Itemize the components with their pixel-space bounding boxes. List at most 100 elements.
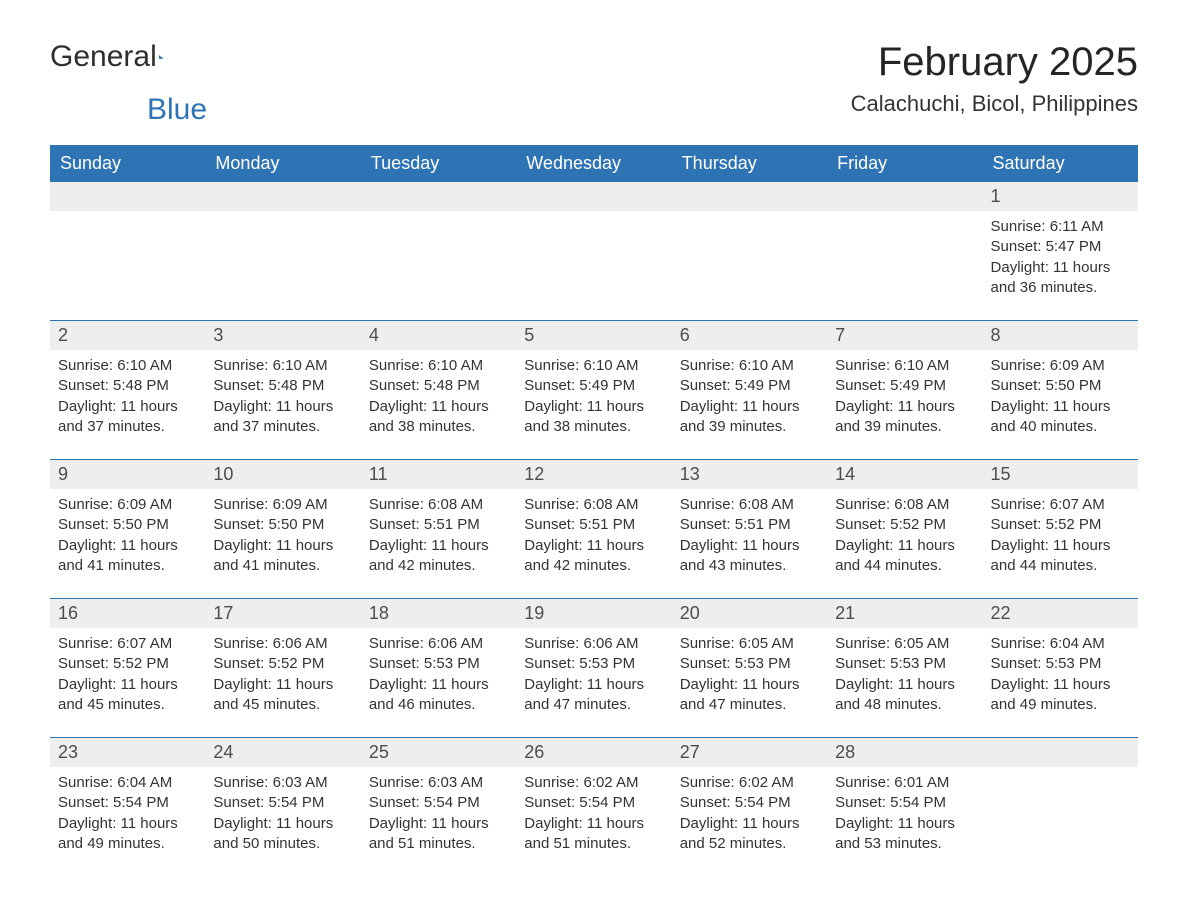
week-daynum-row: 232425262728 (50, 738, 1138, 767)
daylight-text: Daylight: 11 hours and 49 minutes. (991, 675, 1130, 716)
day-detail-cell: Sunrise: 6:06 AMSunset: 5:53 PMDaylight:… (516, 628, 671, 738)
day-number-cell: 11 (361, 460, 516, 489)
daylight-text: Daylight: 11 hours and 41 minutes. (213, 536, 352, 577)
day-number-cell: 6 (672, 321, 827, 350)
sunset-text: Sunset: 5:52 PM (213, 654, 352, 674)
day-number-cell (361, 182, 516, 211)
sunset-text: Sunset: 5:51 PM (680, 515, 819, 535)
daylight-text: Daylight: 11 hours and 51 minutes. (369, 814, 508, 855)
sunrise-text: Sunrise: 6:09 AM (213, 495, 352, 515)
day-detail-cell: Sunrise: 6:05 AMSunset: 5:53 PMDaylight:… (827, 628, 982, 738)
sunrise-text: Sunrise: 6:10 AM (369, 356, 508, 376)
dayname-tue: Tuesday (361, 145, 516, 182)
sunset-text: Sunset: 5:50 PM (991, 376, 1130, 396)
day-detail-cell (361, 211, 516, 321)
sunrise-text: Sunrise: 6:10 AM (680, 356, 819, 376)
day-detail-cell: Sunrise: 6:10 AMSunset: 5:48 PMDaylight:… (361, 350, 516, 460)
week-detail-row: Sunrise: 6:11 AMSunset: 5:47 PMDaylight:… (50, 211, 1138, 321)
day-detail-cell: Sunrise: 6:09 AMSunset: 5:50 PMDaylight:… (50, 489, 205, 599)
daylight-text: Daylight: 11 hours and 45 minutes. (213, 675, 352, 716)
sunrise-text: Sunrise: 6:08 AM (680, 495, 819, 515)
sunset-text: Sunset: 5:49 PM (835, 376, 974, 396)
sunrise-text: Sunrise: 6:01 AM (835, 773, 974, 793)
daylight-text: Daylight: 11 hours and 46 minutes. (369, 675, 508, 716)
sunrise-text: Sunrise: 6:10 AM (835, 356, 974, 376)
daylight-text: Daylight: 11 hours and 38 minutes. (369, 397, 508, 438)
daylight-text: Daylight: 11 hours and 50 minutes. (213, 814, 352, 855)
day-number-cell: 25 (361, 738, 516, 767)
sunrise-text: Sunrise: 6:10 AM (213, 356, 352, 376)
sunrise-text: Sunrise: 6:03 AM (213, 773, 352, 793)
day-detail-cell: Sunrise: 6:07 AMSunset: 5:52 PMDaylight:… (50, 628, 205, 738)
daylight-text: Daylight: 11 hours and 39 minutes. (835, 397, 974, 438)
day-detail-cell (205, 211, 360, 321)
daylight-text: Daylight: 11 hours and 52 minutes. (680, 814, 819, 855)
day-detail-cell (672, 211, 827, 321)
day-number-cell: 5 (516, 321, 671, 350)
sunrise-text: Sunrise: 6:02 AM (524, 773, 663, 793)
day-detail-cell: Sunrise: 6:08 AMSunset: 5:51 PMDaylight:… (516, 489, 671, 599)
sunset-text: Sunset: 5:47 PM (991, 237, 1130, 257)
daylight-text: Daylight: 11 hours and 41 minutes. (58, 536, 197, 577)
sunset-text: Sunset: 5:54 PM (524, 793, 663, 813)
daylight-text: Daylight: 11 hours and 45 minutes. (58, 675, 197, 716)
sunset-text: Sunset: 5:49 PM (524, 376, 663, 396)
sunset-text: Sunset: 5:53 PM (524, 654, 663, 674)
sunset-text: Sunset: 5:53 PM (835, 654, 974, 674)
sunset-text: Sunset: 5:50 PM (58, 515, 197, 535)
day-number-cell: 21 (827, 599, 982, 628)
week-detail-row: Sunrise: 6:04 AMSunset: 5:54 PMDaylight:… (50, 767, 1138, 876)
sunset-text: Sunset: 5:52 PM (835, 515, 974, 535)
week-detail-row: Sunrise: 6:07 AMSunset: 5:52 PMDaylight:… (50, 628, 1138, 738)
daylight-text: Daylight: 11 hours and 38 minutes. (524, 397, 663, 438)
day-detail-cell (516, 211, 671, 321)
day-detail-cell: Sunrise: 6:01 AMSunset: 5:54 PMDaylight:… (827, 767, 982, 876)
day-number-cell: 1 (983, 182, 1138, 211)
sunset-text: Sunset: 5:53 PM (680, 654, 819, 674)
day-detail-cell: Sunrise: 6:10 AMSunset: 5:48 PMDaylight:… (205, 350, 360, 460)
day-number-cell: 26 (516, 738, 671, 767)
week-daynum-row: 9101112131415 (50, 460, 1138, 489)
sunset-text: Sunset: 5:54 PM (213, 793, 352, 813)
sunset-text: Sunset: 5:48 PM (213, 376, 352, 396)
sunrise-text: Sunrise: 6:08 AM (369, 495, 508, 515)
week-detail-row: Sunrise: 6:09 AMSunset: 5:50 PMDaylight:… (50, 489, 1138, 599)
day-detail-cell: Sunrise: 6:09 AMSunset: 5:50 PMDaylight:… (983, 350, 1138, 460)
day-number-cell (672, 182, 827, 211)
day-number-cell: 27 (672, 738, 827, 767)
sunset-text: Sunset: 5:54 PM (680, 793, 819, 813)
day-number-cell: 7 (827, 321, 982, 350)
dayname-thu: Thursday (672, 145, 827, 182)
day-detail-cell: Sunrise: 6:03 AMSunset: 5:54 PMDaylight:… (361, 767, 516, 876)
day-detail-cell: Sunrise: 6:07 AMSunset: 5:52 PMDaylight:… (983, 489, 1138, 599)
day-detail-cell: Sunrise: 6:08 AMSunset: 5:51 PMDaylight:… (672, 489, 827, 599)
sunrise-text: Sunrise: 6:03 AM (369, 773, 508, 793)
sunrise-text: Sunrise: 6:04 AM (991, 634, 1130, 654)
day-detail-cell: Sunrise: 6:10 AMSunset: 5:49 PMDaylight:… (827, 350, 982, 460)
daylight-text: Daylight: 11 hours and 44 minutes. (991, 536, 1130, 577)
dayname-sat: Saturday (983, 145, 1138, 182)
title-block: February 2025 Calachuchi, Bicol, Philipp… (851, 40, 1138, 117)
day-number-cell: 17 (205, 599, 360, 628)
day-number-cell: 15 (983, 460, 1138, 489)
sunrise-text: Sunrise: 6:09 AM (991, 356, 1130, 376)
daylight-text: Daylight: 11 hours and 48 minutes. (835, 675, 974, 716)
sunset-text: Sunset: 5:52 PM (58, 654, 197, 674)
day-number-cell: 13 (672, 460, 827, 489)
day-detail-cell: Sunrise: 6:06 AMSunset: 5:52 PMDaylight:… (205, 628, 360, 738)
day-number-cell: 20 (672, 599, 827, 628)
sunset-text: Sunset: 5:52 PM (991, 515, 1130, 535)
daylight-text: Daylight: 11 hours and 49 minutes. (58, 814, 197, 855)
sunrise-text: Sunrise: 6:06 AM (369, 634, 508, 654)
day-detail-cell: Sunrise: 6:08 AMSunset: 5:51 PMDaylight:… (361, 489, 516, 599)
day-detail-cell: Sunrise: 6:08 AMSunset: 5:52 PMDaylight:… (827, 489, 982, 599)
week-detail-row: Sunrise: 6:10 AMSunset: 5:48 PMDaylight:… (50, 350, 1138, 460)
day-number-cell: 2 (50, 321, 205, 350)
sunrise-text: Sunrise: 6:06 AM (524, 634, 663, 654)
sunset-text: Sunset: 5:48 PM (369, 376, 508, 396)
week-daynum-row: 1 (50, 182, 1138, 211)
daylight-text: Daylight: 11 hours and 39 minutes. (680, 397, 819, 438)
daylight-text: Daylight: 11 hours and 53 minutes. (835, 814, 974, 855)
dayname-mon: Monday (205, 145, 360, 182)
sunset-text: Sunset: 5:53 PM (369, 654, 508, 674)
